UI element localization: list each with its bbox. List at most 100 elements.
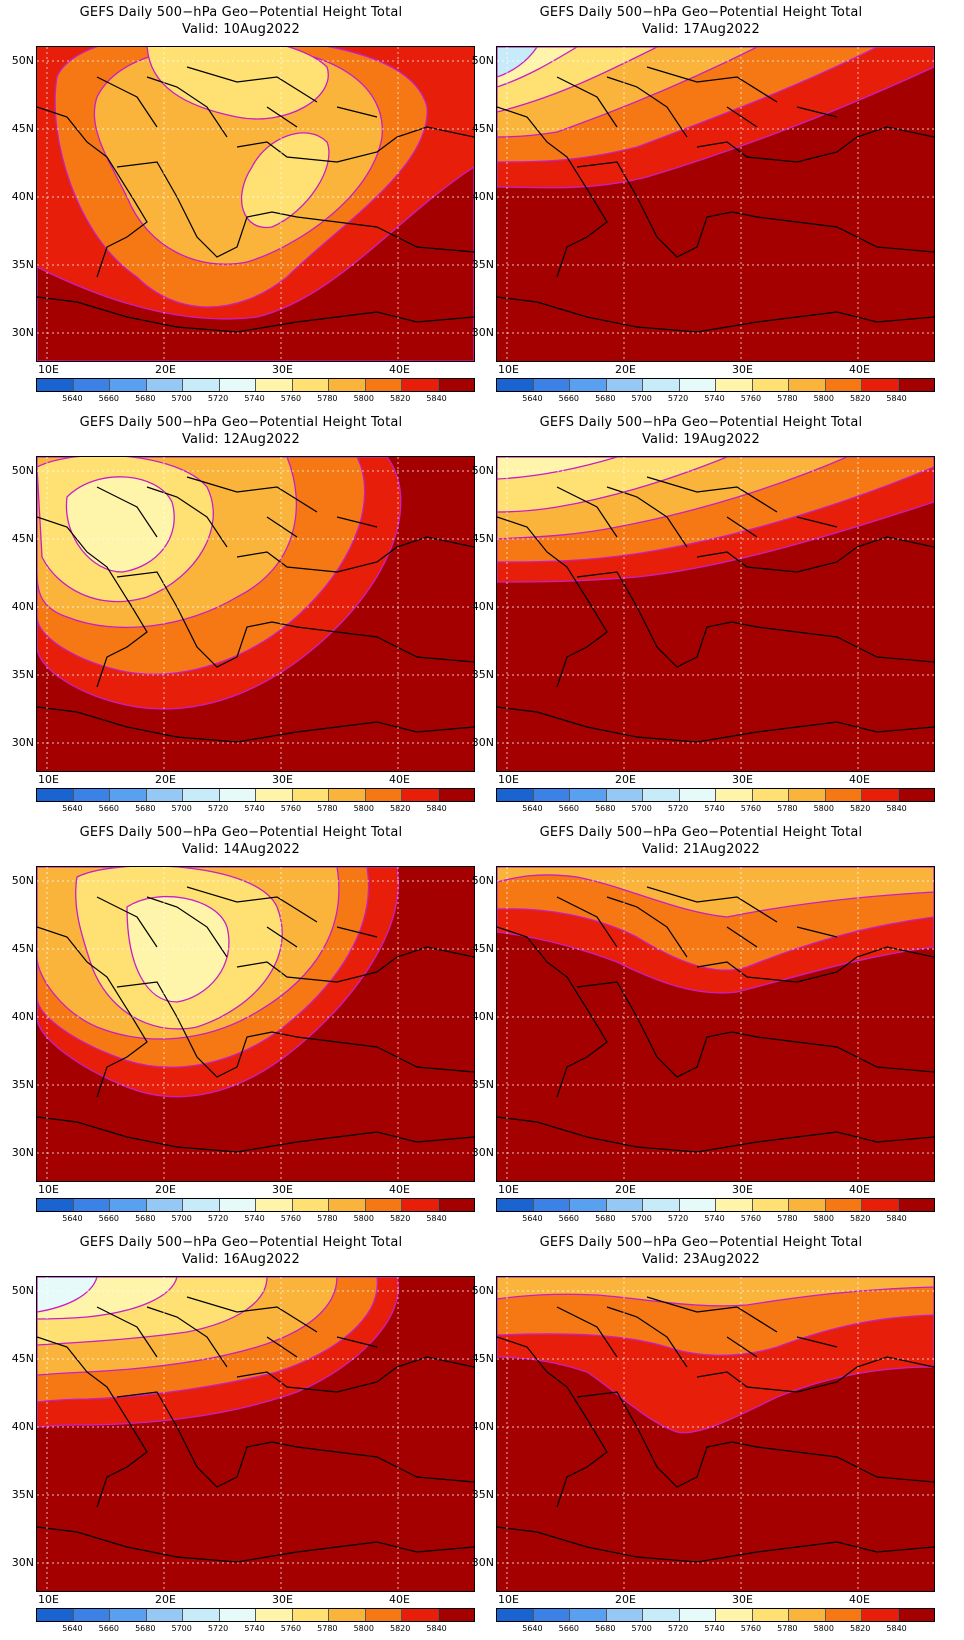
lat-label: 30N [471, 326, 494, 339]
lat-label: 45N [471, 1352, 494, 1365]
colorbar-swatch [679, 1609, 716, 1621]
colorbar-label: 5640 [522, 1214, 543, 1223]
colorbar-swatch [570, 1609, 607, 1621]
colorbar-swatch [110, 789, 147, 801]
lat-label: 40N [471, 1420, 494, 1433]
colorbar-label: 5700 [171, 394, 192, 403]
lat-label: 40N [11, 190, 34, 203]
colorbar-label: 5740 [244, 804, 265, 813]
colorbar-swatch [533, 1609, 570, 1621]
colorbar [36, 788, 475, 802]
colorbar-swatch [256, 379, 293, 391]
colorbar-label: 5740 [244, 394, 265, 403]
colorbar-label: 5680 [135, 1214, 156, 1223]
colorbar-label: 5760 [740, 1214, 762, 1223]
colorbar-label: 5660 [558, 394, 580, 403]
colorbar-swatch [292, 379, 329, 391]
lon-label: 10E [38, 1593, 59, 1606]
colorbar-label: 5720 [667, 804, 689, 813]
lat-label: 40N [11, 1010, 34, 1023]
colorbar-label: 5680 [595, 394, 616, 403]
panel-valid-date: Valid: 19Aug2022 [641, 432, 761, 447]
lat-label: 30N [11, 1556, 34, 1569]
colorbar-label: 5780 [317, 394, 338, 403]
colorbar-label: 5640 [522, 1624, 543, 1633]
colorbar-swatch [497, 379, 534, 391]
colorbar-swatch [533, 379, 570, 391]
colorbar-swatch [643, 789, 680, 801]
colorbar-label: 5660 [558, 1624, 580, 1633]
colorbar-label: 5760 [280, 394, 302, 403]
lon-label: 10E [498, 363, 519, 376]
lat-label: 35N [11, 668, 34, 681]
lat-label: 40N [11, 1420, 34, 1433]
colorbar-swatch [256, 1609, 293, 1621]
lon-label: 20E [615, 773, 636, 786]
colorbar-label: 5780 [317, 804, 338, 813]
lat-label: 45N [471, 942, 494, 955]
colorbar-label: 5840 [426, 804, 447, 813]
lat-label: 45N [11, 532, 34, 545]
map-panel-19aug: GEFS Daily 500−hPa Geo−Potential Height … [460, 410, 942, 820]
colorbar [496, 1198, 935, 1212]
colorbar-swatch [533, 789, 570, 801]
colorbar-label: 5660 [98, 394, 120, 403]
panel-title: GEFS Daily 500−hPa Geo−Potential Height … [539, 5, 863, 20]
colorbar-swatch [438, 379, 474, 391]
colorbar-swatch [292, 1609, 329, 1621]
colorbar-label: 5720 [207, 394, 229, 403]
colorbar-label: 5780 [777, 1624, 798, 1633]
colorbar-label: 5820 [389, 1624, 411, 1633]
lon-label: 30E [732, 1183, 753, 1196]
lat-label: 45N [11, 122, 34, 135]
colorbar-swatch [497, 1199, 534, 1211]
colorbar-swatch [219, 1199, 256, 1211]
lat-label: 30N [471, 736, 494, 749]
map-panel-12aug: GEFS Daily 500−hPa Geo−Potential Height … [0, 410, 482, 820]
lat-label: 45N [11, 1352, 34, 1365]
colorbar-swatch [716, 1199, 753, 1211]
colorbar-label: 5640 [522, 394, 543, 403]
colorbar-label: 5640 [62, 1624, 83, 1633]
colorbar-label: 5660 [98, 1214, 120, 1223]
colorbar-swatch [606, 1199, 643, 1211]
colorbar-swatch [402, 1199, 439, 1211]
map-panel-17aug: GEFS Daily 500−hPa Geo−Potential Height … [460, 0, 942, 410]
colorbar-swatch [365, 1609, 402, 1621]
colorbar-label: 5640 [522, 804, 543, 813]
colorbar-label: 5840 [426, 1214, 447, 1223]
lat-label: 30N [11, 326, 34, 339]
colorbar-label: 5800 [813, 1214, 834, 1223]
colorbar-label: 5760 [740, 804, 762, 813]
colorbar-label: 5700 [171, 804, 192, 813]
colorbar-label: 5760 [740, 1624, 762, 1633]
colorbar-label: 5700 [631, 394, 652, 403]
colorbar-swatch [716, 1609, 753, 1621]
lon-label: 30E [272, 1593, 293, 1606]
colorbar-label: 5840 [886, 394, 907, 403]
colorbar-label: 5780 [777, 1214, 798, 1223]
lon-label: 10E [38, 773, 59, 786]
panel-valid-date: Valid: 12Aug2022 [181, 432, 301, 447]
colorbar-label: 5720 [667, 1624, 689, 1633]
lon-label: 30E [272, 773, 293, 786]
colorbar-swatch [73, 1609, 110, 1621]
lon-label: 40E [389, 1593, 410, 1606]
colorbar-label: 5820 [849, 804, 871, 813]
lon-label: 20E [155, 773, 176, 786]
colorbar-swatch [37, 379, 74, 391]
colorbar-swatch [497, 789, 534, 801]
colorbar-swatch [679, 1199, 716, 1211]
colorbar-swatch [898, 1199, 934, 1211]
lon-label: 20E [155, 1183, 176, 1196]
colorbar-swatch [825, 789, 862, 801]
colorbar-label: 5740 [244, 1624, 265, 1633]
colorbar-label: 5640 [62, 394, 83, 403]
colorbar-swatch [606, 789, 643, 801]
colorbar-swatch [898, 1609, 934, 1621]
colorbar-label: 5660 [558, 1214, 580, 1223]
colorbar-label: 5800 [353, 1624, 374, 1633]
colorbar-swatch [752, 1609, 789, 1621]
lat-label: 35N [11, 1078, 34, 1091]
colorbar [36, 1608, 475, 1622]
